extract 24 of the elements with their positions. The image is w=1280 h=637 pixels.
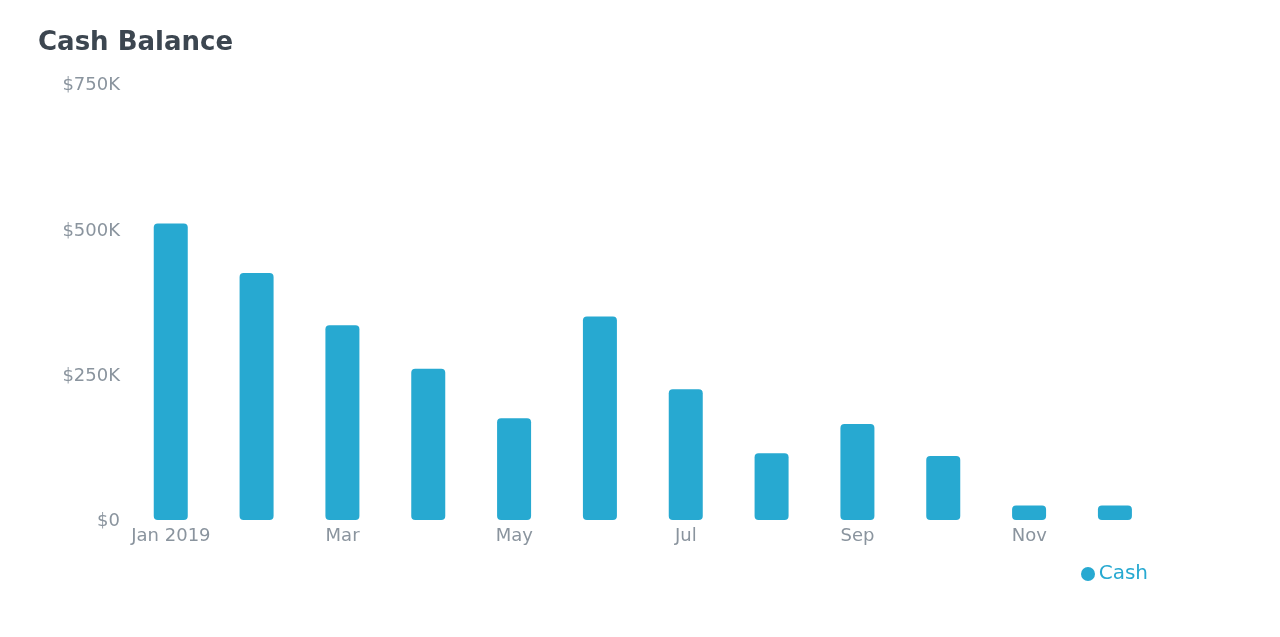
x-tick-label: May xyxy=(495,523,534,545)
bar xyxy=(153,223,188,520)
x-tick-label: Jul xyxy=(674,523,697,545)
y-tick-label: $0 xyxy=(97,509,120,531)
legend-label: Cash xyxy=(1098,560,1148,584)
bar xyxy=(668,389,703,520)
x-tick-label: Mar xyxy=(325,523,361,545)
bar xyxy=(582,316,617,520)
chart-title: Cash Balance xyxy=(38,26,235,56)
bar xyxy=(1012,505,1047,520)
bar xyxy=(754,453,789,520)
y-tick-label: $750K xyxy=(62,73,122,95)
x-tick-label: Sep xyxy=(840,523,875,545)
y-tick-label: $250K xyxy=(62,364,122,386)
bar xyxy=(239,272,274,520)
bar xyxy=(411,368,446,520)
x-tick-label: Nov xyxy=(1011,523,1048,545)
x-tick-label: Jan 2019 xyxy=(130,523,211,545)
y-tick-label: $500K xyxy=(62,218,122,240)
bar xyxy=(497,418,532,520)
bar xyxy=(325,325,360,520)
bar xyxy=(926,456,961,520)
bar xyxy=(1097,505,1132,520)
bar xyxy=(840,424,875,520)
